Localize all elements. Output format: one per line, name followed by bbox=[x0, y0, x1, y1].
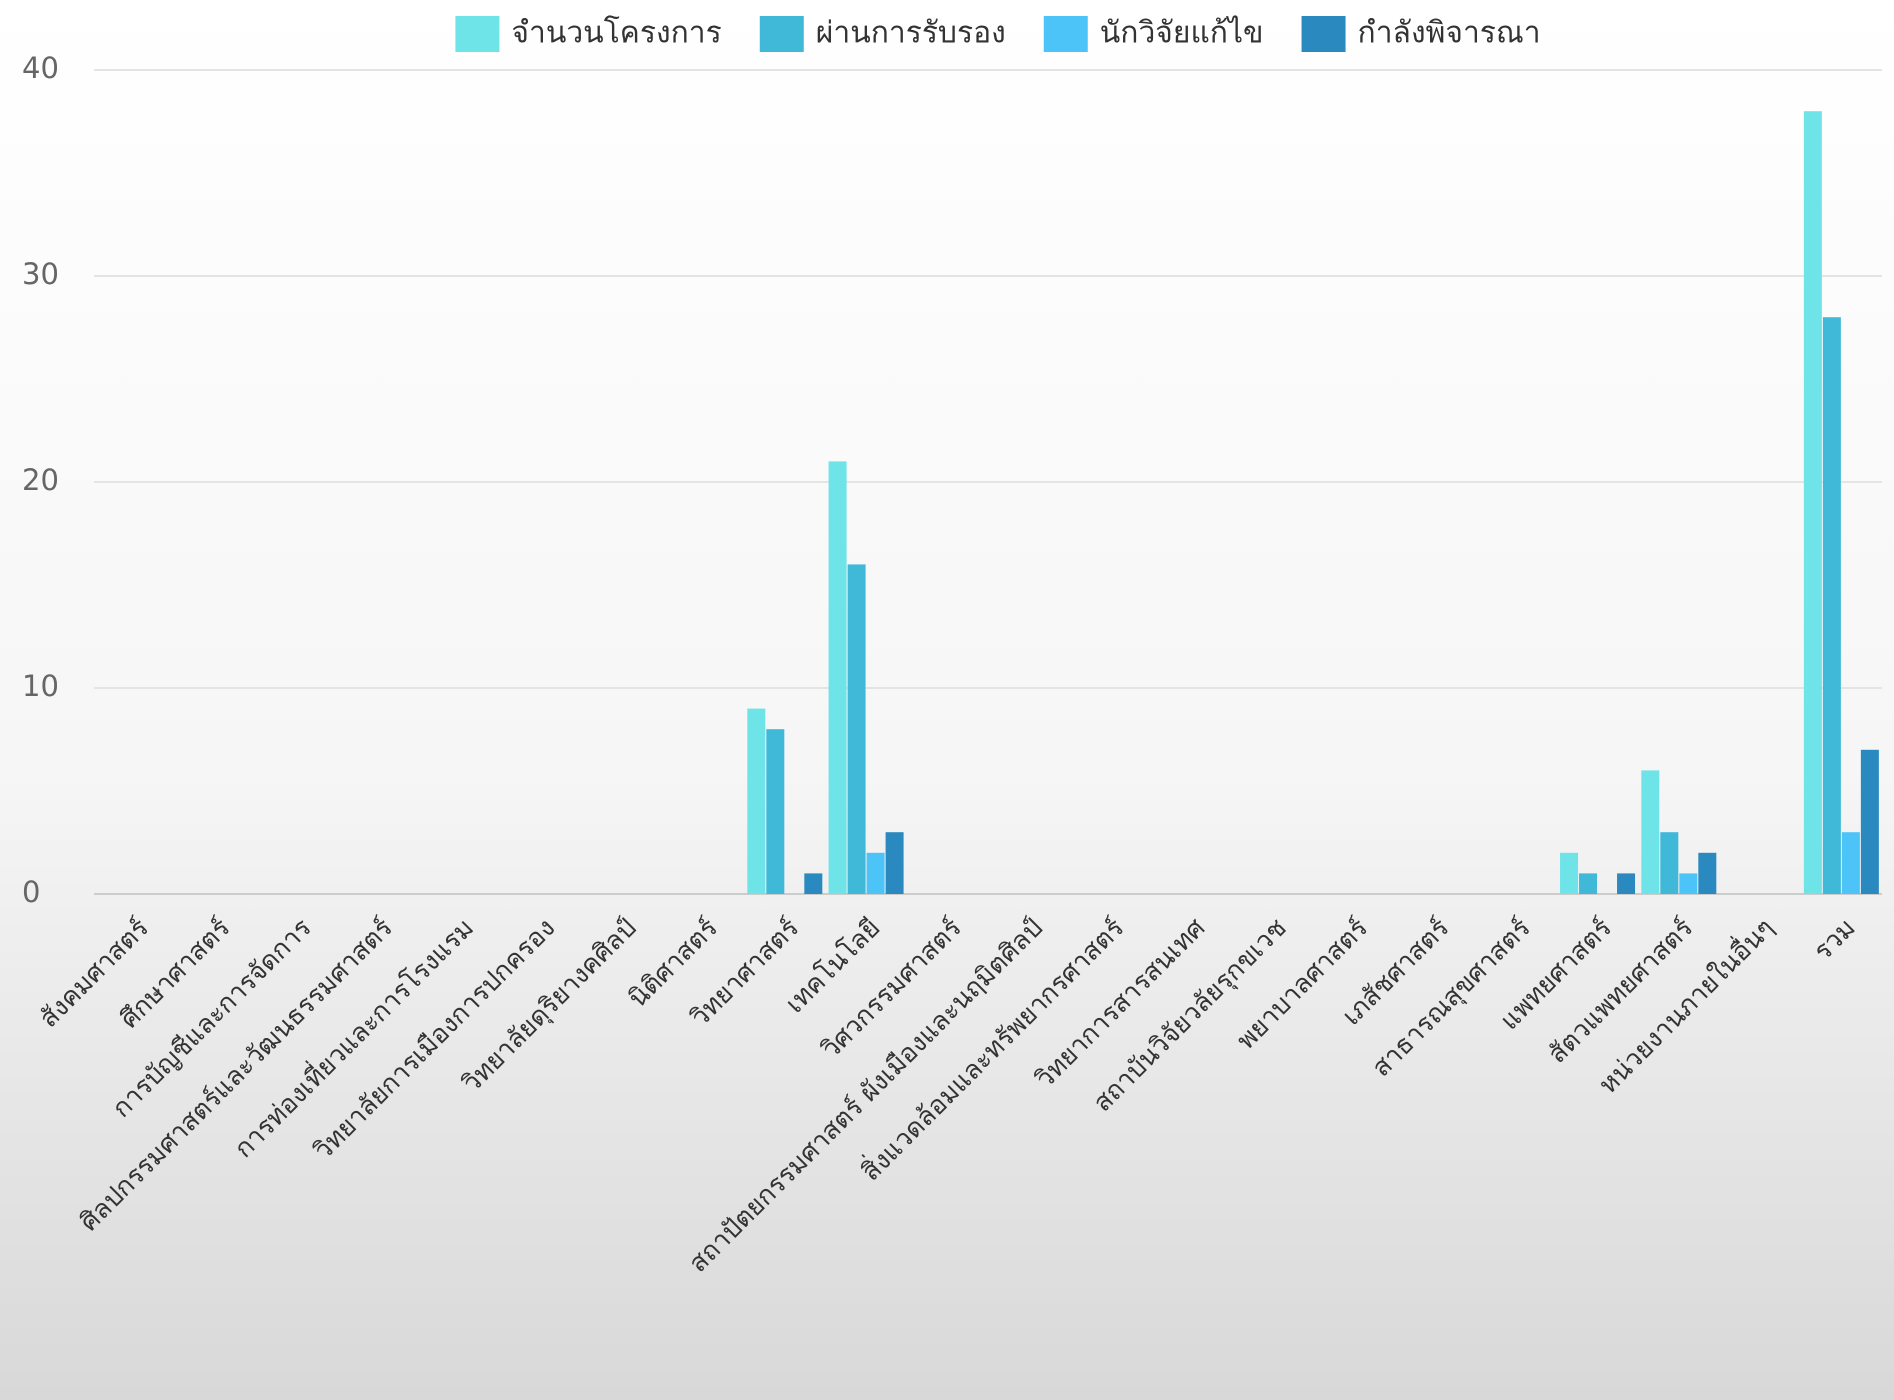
legend-label: จำนวนโครงการ bbox=[511, 15, 721, 51]
y-tick-label: 40 bbox=[22, 51, 59, 85]
bar bbox=[847, 564, 866, 894]
bar bbox=[1560, 852, 1579, 894]
legend-swatch bbox=[1301, 16, 1346, 52]
bar bbox=[1679, 873, 1698, 894]
bar bbox=[1698, 852, 1717, 894]
y-tick-label: 20 bbox=[22, 463, 59, 497]
legend-swatch bbox=[759, 16, 804, 52]
bar bbox=[804, 873, 823, 894]
bar bbox=[1803, 111, 1822, 894]
bar bbox=[1860, 749, 1879, 894]
x-tick-label: วิศวกรรมศาสตร์ bbox=[816, 913, 968, 1065]
bar bbox=[1822, 317, 1841, 894]
bar bbox=[1641, 770, 1660, 894]
y-tick-label: 10 bbox=[22, 669, 59, 703]
bar bbox=[766, 729, 785, 894]
x-tick-label: สัตวแพทยศาสตร์ bbox=[1542, 913, 1699, 1070]
bar bbox=[747, 708, 766, 894]
bar bbox=[828, 461, 847, 894]
y-tick-label: 30 bbox=[22, 257, 59, 291]
legend-label: ผ่านการรับรอง bbox=[816, 16, 1006, 51]
legend: จำนวนโครงการ ผ่านการรับรอง นักวิจัยแก้ไข กำ… bbox=[455, 15, 1541, 52]
bar bbox=[866, 852, 885, 894]
bar bbox=[1579, 873, 1598, 894]
legend-swatch bbox=[455, 16, 500, 52]
legend-label: นักวิจัยแก้ไข bbox=[1100, 15, 1264, 51]
legend-label: กำลังพิจารณา bbox=[1358, 16, 1541, 51]
bar bbox=[1841, 832, 1860, 894]
y-tick-label: 0 bbox=[22, 875, 40, 909]
legend-swatch bbox=[1043, 16, 1088, 52]
bar bbox=[885, 832, 904, 894]
x-tick-label: รวม bbox=[1808, 913, 1862, 967]
bar bbox=[1660, 832, 1679, 894]
bar bbox=[1617, 873, 1636, 894]
